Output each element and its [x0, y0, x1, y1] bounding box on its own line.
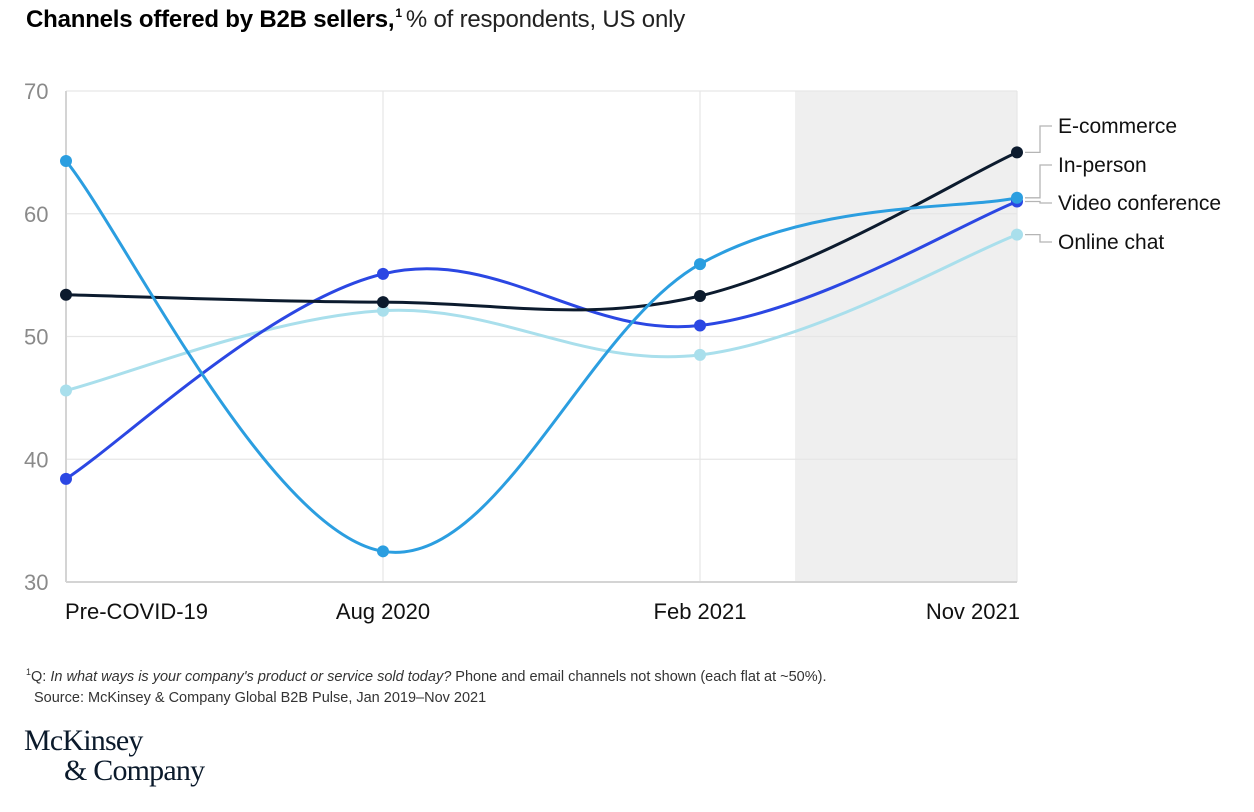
legend-label-e-commerce: E-commerce	[1058, 115, 1177, 138]
data-point-e-commerce-0	[60, 288, 72, 301]
chart-subtitle: % of respondents, US only	[405, 6, 686, 33]
data-point-in-person-0	[60, 154, 72, 167]
data-point-in-person-3	[1011, 191, 1023, 204]
series-line-video-conference	[64, 199, 1019, 481]
footnote-prefix: Q:	[31, 669, 51, 685]
series-line-online-chat	[64, 233, 1019, 393]
footnote-question-line: 1Q: In what ways is your company's produ…	[26, 662, 827, 688]
data-point-online-chat-3	[1011, 228, 1023, 241]
footnote-note: Phone and email channels not shown (each…	[451, 669, 827, 685]
legend-label-in-person: In-person	[1058, 154, 1147, 177]
data-point-video-conference-0	[60, 472, 72, 485]
data-point-in-person-2	[694, 258, 706, 271]
data-point-in-person-1	[377, 545, 389, 558]
mckinsey-logo: McKinsey & Company	[24, 724, 205, 787]
logo-line-1: McKinsey	[24, 724, 143, 757]
legend-connector-video-conference	[1025, 200, 1052, 204]
data-point-e-commerce-1	[377, 296, 389, 309]
footnote-question: In what ways is your company's product o…	[50, 669, 452, 685]
legend-connector-e-commerce	[1025, 125, 1052, 154]
legend-label-video-conference: Video conference	[1058, 192, 1221, 215]
footnote: 1Q: In what ways is your company's produ…	[26, 662, 827, 709]
series-line-e-commerce	[64, 150, 1019, 312]
x-tick-label: Feb 2021	[654, 599, 747, 624]
legend-connector-in-person	[1025, 164, 1052, 199]
logo-line-2: & Company	[64, 754, 205, 787]
data-point-video-conference-1	[377, 267, 389, 280]
legend-label-online-chat: Online chat	[1058, 231, 1164, 254]
data-point-e-commerce-2	[694, 289, 706, 302]
title-footnote-marker: 1	[395, 6, 402, 20]
series-line-in-person	[64, 159, 1019, 554]
source-line: Source: McKinsey & Company Global B2B Pu…	[34, 690, 487, 706]
data-point-video-conference-2	[694, 319, 706, 332]
x-tick-label: Pre-COVID-19	[65, 599, 208, 624]
y-tick-label: 70	[24, 79, 48, 104]
data-point-online-chat-2	[694, 348, 706, 361]
footnote-marker: 1	[26, 667, 32, 677]
data-point-online-chat-0	[60, 384, 72, 397]
y-tick-label: 60	[24, 202, 48, 227]
chart-title-main: Channels offered by B2B sellers,	[26, 6, 395, 33]
chart-title: Channels offered by B2B sellers,1% of re…	[26, 6, 685, 34]
y-tick-label: 40	[24, 447, 48, 472]
x-tick-label: Nov 2021	[926, 599, 1020, 624]
line-chart: 30 40 50 60 70 Pre-COVID-19 Aug 2020 Feb 2021 No…	[24, 79, 1221, 624]
y-tick-label: 30	[24, 570, 48, 595]
x-tick-label: Aug 2020	[336, 599, 430, 624]
y-tick-label: 50	[24, 325, 48, 350]
legend-connector-online-chat	[1025, 233, 1052, 243]
data-point-e-commerce-3	[1011, 146, 1023, 159]
data-point-online-chat-1	[377, 304, 389, 317]
